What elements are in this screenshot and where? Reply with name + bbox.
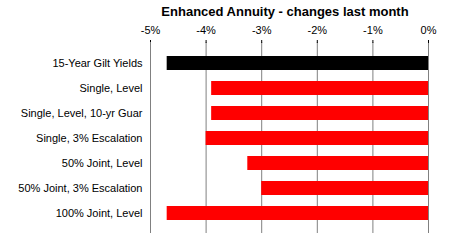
svg-text:-2%: -2% bbox=[308, 24, 328, 36]
svg-text:0%: 0% bbox=[421, 24, 437, 36]
svg-text:Single, Level: Single, Level bbox=[80, 82, 143, 94]
svg-text:-4%: -4% bbox=[196, 24, 216, 36]
svg-text:100% Joint, Level: 100% Joint, Level bbox=[56, 207, 143, 219]
svg-text:-3%: -3% bbox=[252, 24, 272, 36]
svg-text:Single, Level, 10-yr Guar: Single, Level, 10-yr Guar bbox=[21, 107, 143, 119]
svg-text:Single, 3% Escalation: Single, 3% Escalation bbox=[36, 132, 142, 144]
html-text:Enhanced Annuity - changes las: Enhanced Annuity - changes last month bbox=[161, 4, 409, 19]
svg-text:15-Year Gilt Yields: 15-Year Gilt Yields bbox=[52, 57, 143, 69]
svg-text:-1%: -1% bbox=[363, 24, 383, 36]
svg-text:-5%: -5% bbox=[141, 24, 161, 36]
svg-text:50% Joint, 3% Escalation: 50% Joint, 3% Escalation bbox=[18, 182, 142, 194]
svg-text:50% Joint, Level: 50% Joint, Level bbox=[62, 157, 143, 169]
